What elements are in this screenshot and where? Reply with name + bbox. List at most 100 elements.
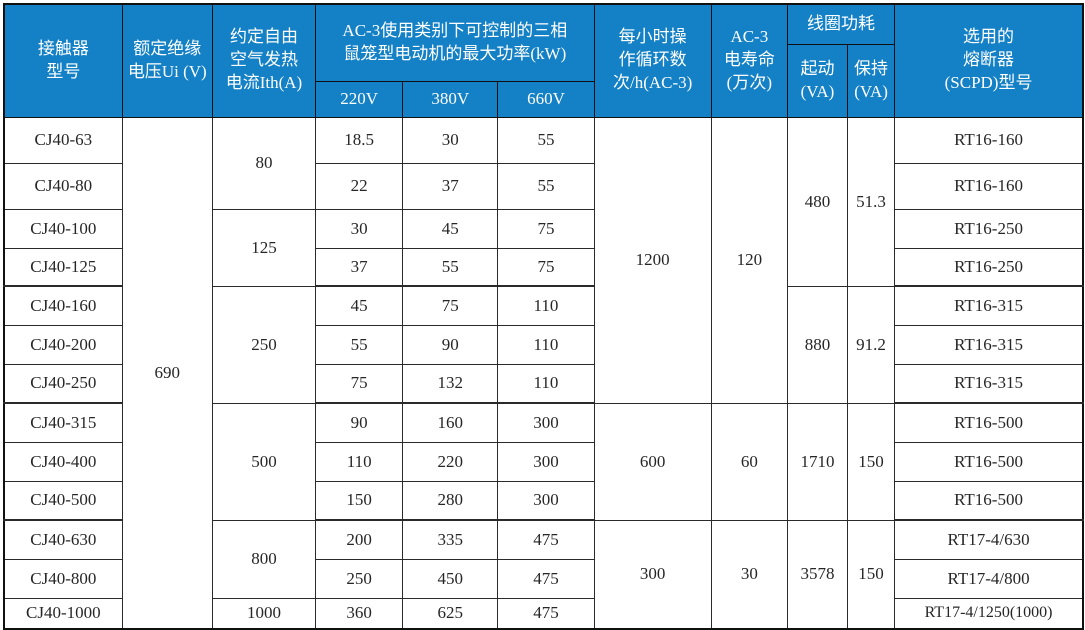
power-380-cell: 90 <box>402 324 499 365</box>
model-cell: CJ40-800 <box>3 558 123 599</box>
header-volt-220: 220V <box>315 80 404 118</box>
model-cell: CJ40-80 <box>3 162 123 210</box>
fuse-cell: RT16-315 <box>894 324 1084 365</box>
header-coil-hold: 保持 (VA) <box>847 43 896 118</box>
life-group-cell: 120 <box>710 116 788 404</box>
power-660-cell: 475 <box>497 597 595 630</box>
power-220-cell: 360 <box>315 597 404 630</box>
fuse-cell: RT16-500 <box>894 480 1084 521</box>
power-380-cell: 45 <box>402 208 499 249</box>
power-660-cell: 110 <box>497 324 595 365</box>
model-cell: CJ40-250 <box>3 363 123 404</box>
header-volt-660: 660V <box>497 80 595 118</box>
power-220-cell: 90 <box>315 402 404 443</box>
model-cell: CJ40-63 <box>3 116 123 164</box>
model-cell: CJ40-500 <box>3 480 123 521</box>
coil-hold-group-cell: 51.3 <box>847 116 896 287</box>
power-660-cell: 300 <box>497 480 595 521</box>
table-row: CJ40-80 22 37 55 RT16-160 <box>3 162 1084 210</box>
table-row: CJ40-800 250 450 475 RT17-4/800 <box>3 558 1084 599</box>
header-volt-380: 380V <box>402 80 499 118</box>
coil-start-group-cell: 1710 <box>786 402 849 521</box>
header-coil-power: 线圈功耗 <box>786 3 896 45</box>
table-row: CJ40-630 800 200 335 475 300 30 3578 150… <box>3 519 1084 630</box>
model-cell: CJ40-125 <box>3 247 123 287</box>
coil-start-group-cell: 880 <box>786 285 849 404</box>
power-380-cell: 37 <box>402 162 499 210</box>
fuse-cell: RT17-4/1250(1000) <box>894 597 1084 630</box>
ith-group-cell: 125 <box>211 208 317 287</box>
power-220-cell: 18.5 <box>315 116 404 164</box>
table-row: CJ40-400 110 220 300 RT16-500 <box>3 441 1084 482</box>
ith-group-cell: 500 <box>211 402 317 521</box>
header-rated-voltage: 额定绝缘 电压Ui (V) <box>121 3 213 118</box>
power-660-cell: 55 <box>497 116 595 164</box>
model-cell: CJ40-630 <box>3 519 123 560</box>
table-row: CJ40-125 37 55 75 RT16-250 <box>3 247 1084 287</box>
power-380-cell: 55 <box>402 247 499 287</box>
header-cycles-per-hour: 每小时操 作循环数 次/h(AC-3) <box>593 3 712 118</box>
power-380-cell: 220 <box>402 441 499 482</box>
coil-start-group-cell: 3578 <box>786 519 849 630</box>
power-220-cell: 55 <box>315 324 404 365</box>
model-cell: CJ40-160 <box>3 285 123 326</box>
power-220-cell: 22 <box>315 162 404 210</box>
coil-start-group-cell: 480 <box>786 116 849 287</box>
cycles-group-cell: 600 <box>593 402 712 521</box>
power-220-cell: 110 <box>315 441 404 482</box>
life-group-cell: 30 <box>710 519 788 630</box>
table-row: CJ40-200 55 90 110 RT16-315 <box>3 324 1084 365</box>
power-660-cell: 55 <box>497 162 595 210</box>
model-cell: CJ40-1000 <box>3 597 123 630</box>
table-row: CJ40-250 75 132 110 RT16-315 <box>3 363 1084 404</box>
power-660-cell: 475 <box>497 558 595 599</box>
power-220-cell: 45 <box>315 285 404 326</box>
ith-group-cell: 250 <box>211 285 317 404</box>
power-380-cell: 335 <box>402 519 499 560</box>
power-220-cell: 30 <box>315 208 404 249</box>
header-fuse: 选用的 熔断器 (SCPD)型号 <box>894 3 1084 118</box>
cycles-group-cell: 300 <box>593 519 712 630</box>
table-row: CJ40-500 150 280 300 RT16-500 <box>3 480 1084 521</box>
ith-group-cell: 1000 <box>211 597 317 630</box>
fuse-cell: RT16-250 <box>894 208 1084 249</box>
power-380-cell: 625 <box>402 597 499 630</box>
fuse-cell: RT16-500 <box>894 441 1084 482</box>
model-cell: CJ40-200 <box>3 324 123 365</box>
coil-hold-group-cell: 91.2 <box>847 285 896 404</box>
ith-group-cell: 80 <box>211 116 317 210</box>
power-660-cell: 300 <box>497 402 595 443</box>
model-cell: CJ40-100 <box>3 208 123 249</box>
table-row: CJ40-160 250 45 75 110 880 91.2 RT16-315 <box>3 285 1084 404</box>
header-ac3-power: AC-3使用类别下可控制的三相 鼠笼型电动机的最大功率(kW) <box>315 3 595 82</box>
power-660-cell: 75 <box>497 247 595 287</box>
contactor-spec-table: 接触器 型号 额定绝缘 电压Ui (V) 约定自由 空气发热 电流Ith(A) … <box>3 3 1084 630</box>
power-380-cell: 132 <box>402 363 499 404</box>
power-660-cell: 75 <box>497 208 595 249</box>
header-contactor-model: 接触器 型号 <box>3 3 123 118</box>
ith-group-cell: 800 <box>211 519 317 599</box>
header-coil-start: 起动 (VA) <box>786 43 849 118</box>
coil-hold-group-cell: 150 <box>847 402 896 521</box>
coil-hold-group-cell: 150 <box>847 519 896 630</box>
power-660-cell: 300 <box>497 441 595 482</box>
rated-voltage-cell: 690 <box>121 116 213 630</box>
fuse-cell: RT16-315 <box>894 285 1084 326</box>
fuse-cell: RT16-315 <box>894 363 1084 404</box>
power-380-cell: 280 <box>402 480 499 521</box>
fuse-cell: RT16-500 <box>894 402 1084 443</box>
fuse-cell: RT16-160 <box>894 116 1084 164</box>
power-220-cell: 250 <box>315 558 404 599</box>
power-220-cell: 75 <box>315 363 404 404</box>
power-380-cell: 30 <box>402 116 499 164</box>
table-row: CJ40-315 500 90 160 300 600 60 1710 150 … <box>3 402 1084 521</box>
power-220-cell: 200 <box>315 519 404 560</box>
power-380-cell: 75 <box>402 285 499 326</box>
cycles-group-cell: 1200 <box>593 116 712 404</box>
table-body: CJ40-63 690 80 18.5 30 55 1200 120 480 5… <box>3 116 1084 630</box>
fuse-cell: RT17-4/630 <box>894 519 1084 560</box>
life-group-cell: 60 <box>710 402 788 521</box>
power-380-cell: 160 <box>402 402 499 443</box>
fuse-cell: RT16-250 <box>894 247 1084 287</box>
